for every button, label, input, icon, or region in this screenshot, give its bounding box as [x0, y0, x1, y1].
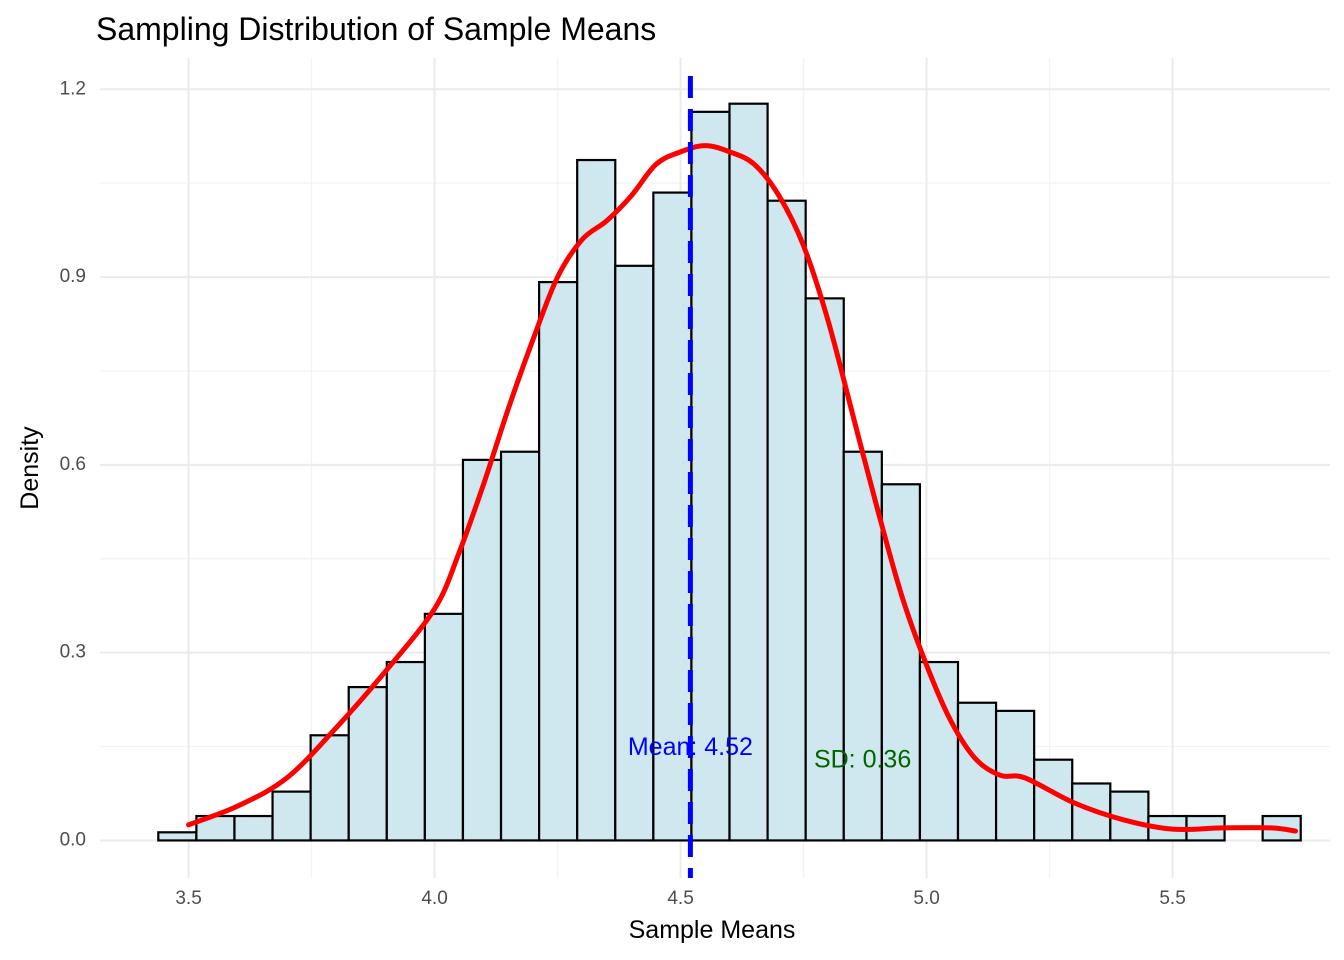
- x-axis-title: Sample Means: [629, 916, 796, 944]
- histogram-bar: [728, 102, 769, 842]
- x-tick-label: 4.0: [421, 888, 447, 909]
- y-tick-labels: 0.0 0.3 0.6 0.9 1.2: [60, 78, 86, 850]
- histogram-bar: [499, 450, 541, 842]
- histogram-bar: [614, 264, 655, 842]
- histogram-bar: [766, 199, 807, 842]
- annotations: Mean: 4.52 SD: 0.36: [628, 733, 911, 774]
- histogram-bar: [385, 660, 426, 842]
- histogram-bar: [271, 790, 312, 842]
- x-tick-labels: 3.5 4.0 4.5 5.0 5.5: [175, 888, 1185, 909]
- y-tick-label: 0.0: [60, 829, 86, 850]
- histogram-bar: [423, 612, 465, 842]
- histogram-bar: [576, 158, 617, 842]
- histogram-bar: [157, 831, 198, 842]
- x-tick-label: 5.0: [913, 888, 939, 909]
- y-axis-title: Density: [16, 426, 44, 510]
- x-tick-label: 3.5: [175, 888, 201, 909]
- chart-title: Sampling Distribution of Sample Means: [96, 11, 656, 47]
- y-tick-label: 1.2: [60, 78, 86, 99]
- histogram-bar: [461, 458, 503, 842]
- y-tick-label: 0.9: [60, 266, 86, 287]
- density-curve: [186, 143, 1299, 834]
- histogram-bar: [538, 280, 579, 842]
- y-tick-label: 0.3: [60, 642, 86, 663]
- density-curve-group: [186, 143, 1299, 834]
- x-tick-label: 5.5: [1159, 888, 1185, 909]
- histogram-bar: [804, 297, 845, 842]
- y-tick-label: 0.6: [60, 454, 86, 475]
- histogram-bar: [233, 814, 274, 842]
- histogram-bars: [157, 102, 1302, 842]
- histogram-bar: [918, 660, 960, 842]
- x-tick-label: 4.5: [667, 888, 693, 909]
- histogram-bar: [690, 110, 731, 842]
- annotation-label: Mean: 4.52: [628, 733, 753, 761]
- annotation-label: SD: 0.36: [814, 746, 911, 774]
